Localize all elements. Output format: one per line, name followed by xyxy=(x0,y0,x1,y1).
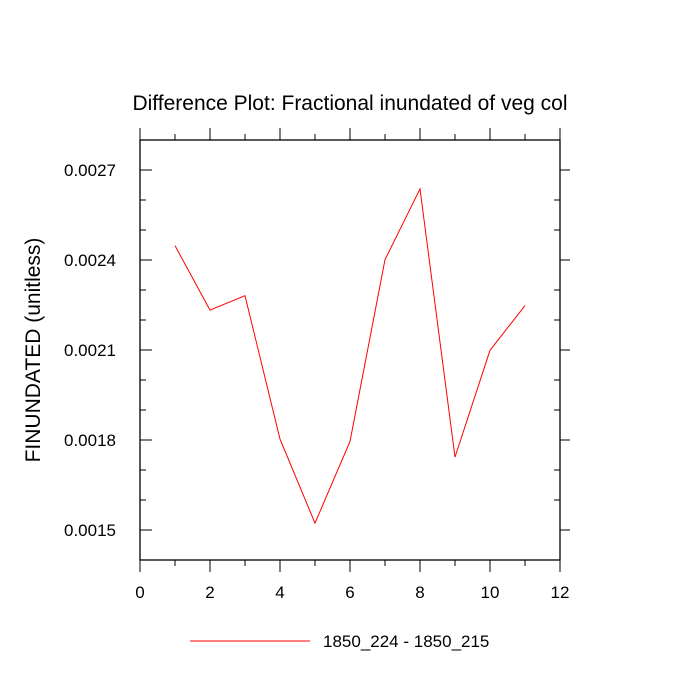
y-tick-label: 0.0021 xyxy=(64,341,116,360)
axis-ticks xyxy=(139,128,570,572)
plot-frame xyxy=(139,139,561,561)
y-tick-label: 0.0015 xyxy=(64,521,116,540)
x-tick-label: 4 xyxy=(275,583,284,602)
x-tick-label: 0 xyxy=(135,583,144,602)
chart-title: Difference Plot: Fractional inundated of… xyxy=(132,92,567,115)
y-tick-label: 0.0018 xyxy=(64,431,116,450)
y-tick-labels: 0.0015 0.0018 0.0021 0.0024 0.0027 xyxy=(64,161,116,540)
x-tick-label: 8 xyxy=(415,583,424,602)
series-group xyxy=(174,187,526,525)
x-tick-label: 2 xyxy=(205,583,214,602)
x-tick-labels: 0 2 4 6 8 10 12 xyxy=(135,583,569,602)
legend-label: 1850_224 - 1850_215 xyxy=(323,632,489,651)
y-axis-label: FINUNDATED (unitless) xyxy=(22,238,45,463)
x-tick-label: 6 xyxy=(345,583,354,602)
y-tick-label: 0.0027 xyxy=(64,161,116,180)
x-tick-label: 12 xyxy=(551,583,570,602)
series-line xyxy=(174,187,526,525)
x-tick-label: 10 xyxy=(481,583,500,602)
y-tick-label: 0.0024 xyxy=(64,251,116,270)
